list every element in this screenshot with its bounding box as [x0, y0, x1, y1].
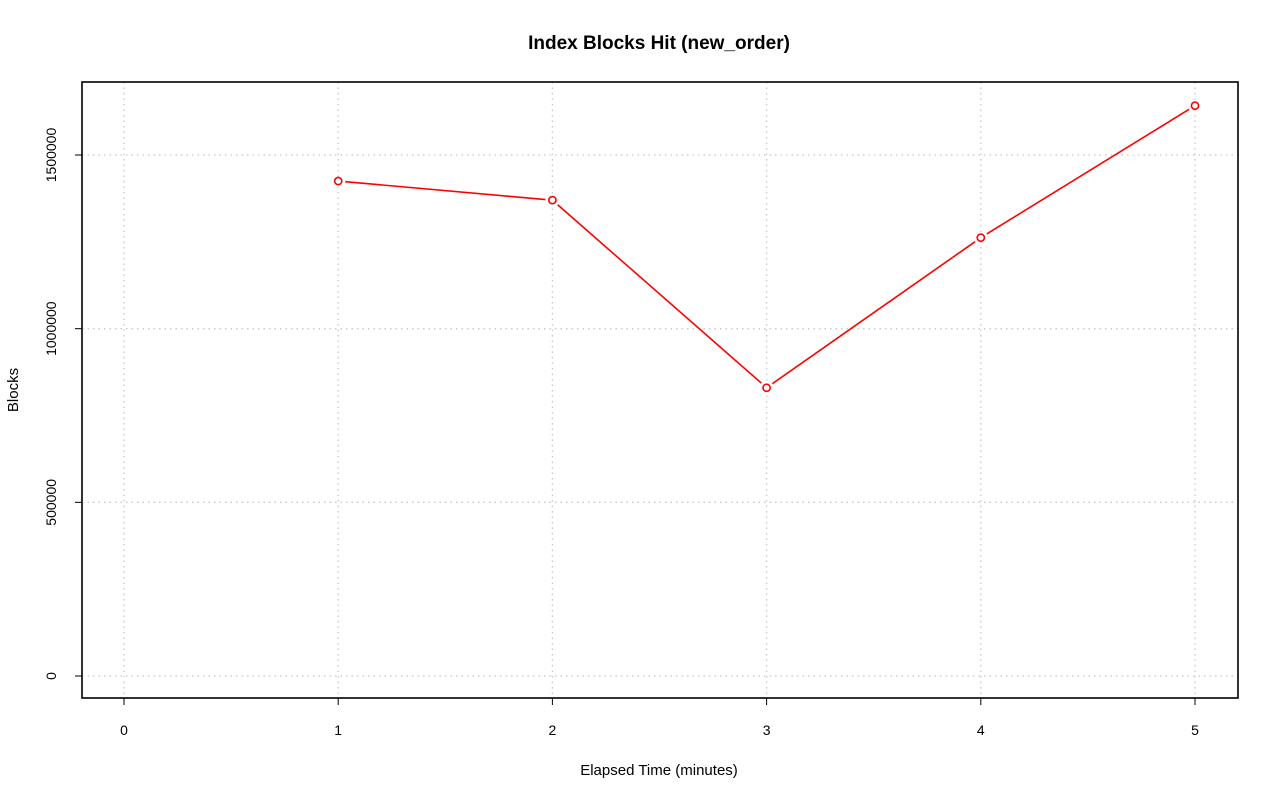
data-point: [1190, 101, 1200, 111]
x-tick-label: 1: [334, 722, 342, 738]
x-tick-label: 3: [763, 722, 771, 738]
y-axis-label: Blocks: [5, 368, 22, 412]
x-axis-label: Elapsed Time (minutes): [580, 762, 738, 779]
series-group: [333, 101, 1200, 393]
y-tick-label: 1500000: [43, 128, 59, 183]
x-axis: 0 1 2 3 4 5: [120, 698, 1199, 738]
data-point: [333, 176, 343, 186]
data-point: [976, 233, 986, 243]
series-line-segment: [771, 241, 976, 385]
plot-frame: [81, 81, 1239, 699]
x-tick-label: 4: [977, 722, 985, 738]
y-tick-label: 0: [43, 672, 59, 680]
y-tick-label: 1000000: [43, 301, 59, 356]
data-point: [762, 383, 771, 393]
grid: [82, 82, 1238, 698]
series-line-segment: [986, 108, 1190, 235]
x-tick-label: 5: [1191, 722, 1199, 738]
series-line-segment: [345, 180, 546, 201]
y-tick-label: 500000: [43, 479, 59, 526]
series-line-segment: [557, 204, 762, 384]
x-tick-label: 0: [120, 722, 128, 738]
data-point: [548, 195, 557, 205]
chart-title: Index Blocks Hit (new_order): [528, 33, 790, 54]
y-axis: 0 500000 1000000 1500000: [43, 128, 82, 680]
x-tick-label: 2: [549, 722, 557, 738]
